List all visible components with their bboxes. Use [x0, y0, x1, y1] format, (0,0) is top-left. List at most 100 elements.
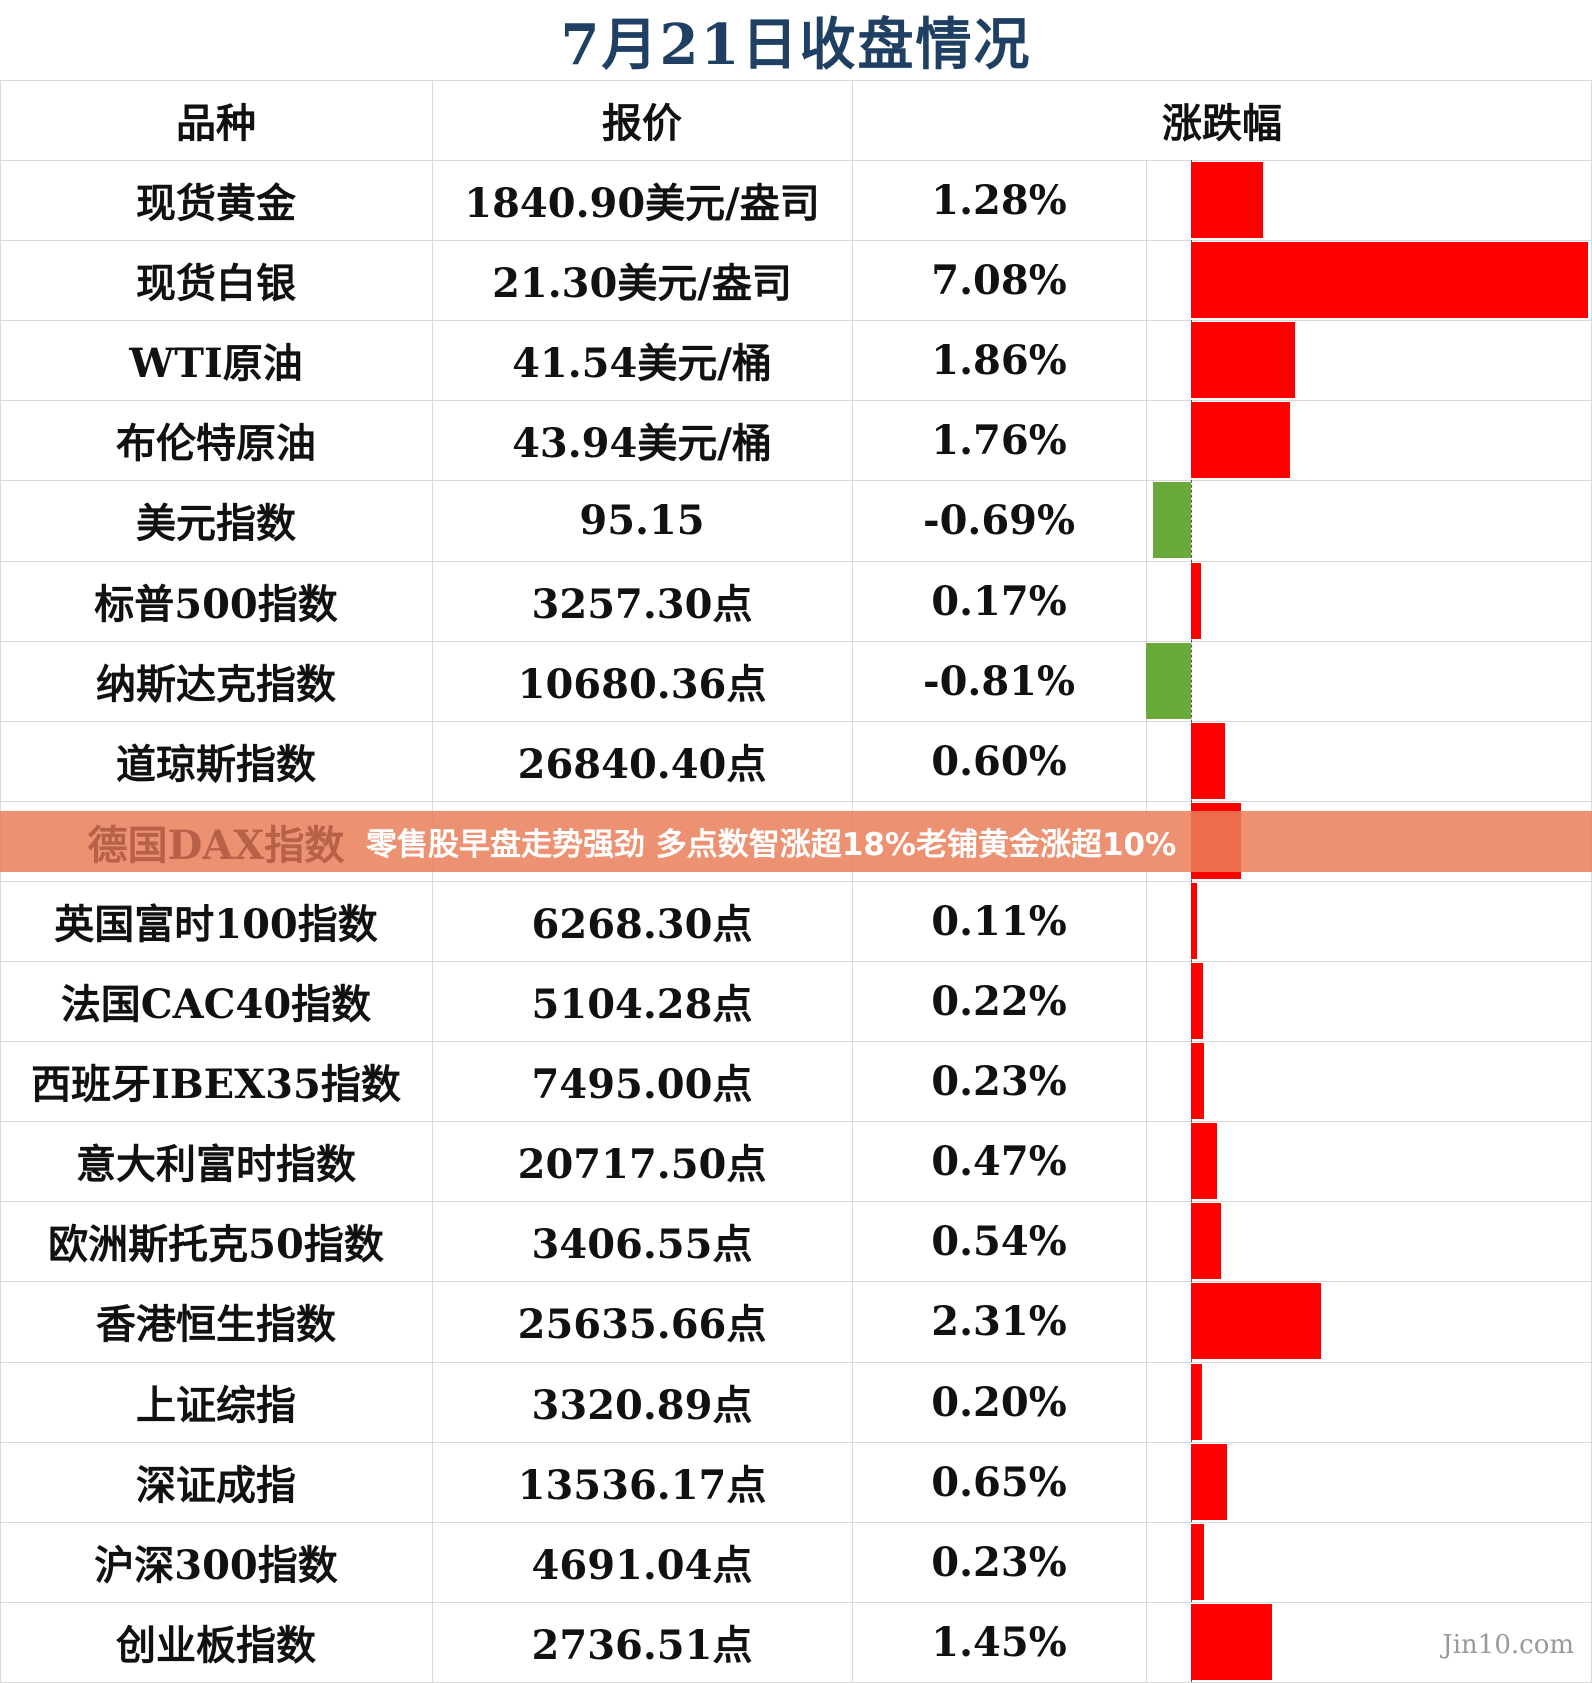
row-divider [0, 1602, 1592, 1603]
row-name: 创业板指数 [116, 1622, 316, 1669]
row-price: 2736.51点 [531, 1622, 753, 1669]
row-change-label: 0.23% [931, 1057, 1067, 1105]
change-bar-up [1191, 563, 1201, 639]
row-divider [0, 80, 1592, 81]
row-change-label: 1.76% [931, 416, 1067, 464]
change-bar-up [1191, 1043, 1204, 1119]
row-price: 10680.36点 [517, 661, 767, 708]
column-divider [0, 80, 1, 1682]
row-change-label: 1.86% [931, 336, 1067, 384]
change-bar-down [1146, 643, 1191, 719]
row-price: 95.15 [579, 496, 705, 544]
row-change-label: -0.81% [922, 657, 1076, 705]
row-change-label: 1.45% [931, 1618, 1067, 1666]
row-divider [0, 1522, 1592, 1523]
row-name: 现货白银 [136, 260, 296, 307]
row-name: 美元指数 [136, 500, 296, 547]
change-bar-up [1191, 242, 1588, 318]
row-price: 13536.17点 [517, 1462, 767, 1509]
change-bar-up [1191, 1444, 1228, 1520]
row-change-label: 0.47% [931, 1137, 1067, 1185]
row-price: 25635.66点 [517, 1301, 767, 1348]
change-bar-up [1191, 723, 1225, 799]
row-name: 欧洲斯托克50指数 [48, 1221, 384, 1268]
row-name: 道琼斯指数 [116, 741, 316, 788]
row-change-label: 0.22% [931, 977, 1067, 1025]
row-divider [0, 881, 1592, 882]
banner-headline[interactable]: 零售股早盘走势强劲 多点数智涨超18%老铺黄金涨超10% [366, 827, 1177, 863]
header-price: 报价 [602, 100, 682, 147]
row-price: 43.94美元/桶 [512, 420, 772, 467]
row-name: 沪深300指数 [94, 1542, 338, 1589]
row-price: 7495.00点 [531, 1061, 753, 1108]
row-divider [0, 320, 1592, 321]
change-bar-up [1191, 963, 1204, 1039]
change-bar-up [1191, 883, 1198, 959]
row-change-label: 0.17% [931, 577, 1067, 625]
row-divider [0, 801, 1592, 802]
row-change-label: 0.23% [931, 1538, 1067, 1586]
row-change-label: 2.31% [931, 1297, 1067, 1345]
change-bar-down [1152, 482, 1191, 558]
row-price: 4691.04点 [531, 1542, 753, 1589]
row-divider [0, 1201, 1592, 1202]
row-change-label: 0.65% [931, 1458, 1067, 1506]
row-name: 法国CAC40指数 [60, 981, 372, 1028]
row-change-label: 0.60% [931, 737, 1067, 785]
change-bar-up [1191, 1604, 1273, 1680]
row-price: 1840.90美元/盎司 [464, 180, 820, 227]
row-change-label: 0.20% [931, 1378, 1067, 1426]
change-bar-up [1191, 1364, 1203, 1440]
row-name: WTI原油 [129, 340, 303, 387]
chart-title: 7月21日收盘情况 [560, 11, 1032, 78]
change-bar-up [1191, 1283, 1321, 1359]
row-name: 标普500指数 [94, 581, 338, 628]
row-divider [0, 1281, 1592, 1282]
row-name: 现货黄金 [136, 180, 296, 227]
change-bar-up [1191, 1123, 1218, 1199]
watermark: Jin10.com [1442, 1630, 1574, 1660]
column-divider [432, 80, 433, 1682]
row-name: 布伦特原油 [116, 420, 316, 467]
news-banner[interactable]: 德国DAX指数 零售股早盘走势强劲 多点数智涨超18%老铺黄金涨超10% [0, 811, 1592, 872]
row-price: 26840.40点 [517, 741, 767, 788]
row-change-label: 1.28% [931, 176, 1067, 224]
row-name: 深证成指 [136, 1462, 296, 1509]
row-divider [0, 561, 1592, 562]
row-price: 41.54美元/桶 [512, 340, 772, 387]
header-change: 涨跌幅 [1162, 100, 1282, 147]
banner-covered-label: 德国DAX指数 [87, 821, 345, 869]
row-divider [0, 1442, 1592, 1443]
row-name: 上证综指 [136, 1382, 296, 1429]
row-name: 英国富时100指数 [54, 901, 378, 948]
row-divider [0, 480, 1592, 481]
row-divider [0, 1041, 1592, 1042]
row-name: 香港恒生指数 [96, 1301, 336, 1348]
row-change-label: 0.11% [931, 897, 1067, 945]
column-divider [1146, 160, 1147, 1682]
row-price: 6268.30点 [531, 901, 753, 948]
row-name: 纳斯达克指数 [96, 661, 336, 708]
row-divider [0, 400, 1592, 401]
change-bar-up [1191, 1203, 1222, 1279]
column-divider [852, 80, 853, 1682]
row-price: 5104.28点 [531, 981, 753, 1028]
change-bar-up [1191, 322, 1296, 398]
row-name: 西班牙IBEX35指数 [31, 1061, 401, 1108]
row-divider [0, 721, 1592, 722]
row-change-label: 7.08% [931, 256, 1067, 304]
change-bar-up [1191, 402, 1290, 478]
header-name: 品种 [176, 100, 256, 147]
row-divider [0, 961, 1592, 962]
row-price: 3320.89点 [531, 1382, 753, 1429]
row-price: 20717.50点 [517, 1141, 767, 1188]
row-price: 21.30美元/盎司 [492, 260, 792, 307]
row-change-label: -0.69% [922, 496, 1076, 544]
row-price: 3257.30点 [531, 581, 753, 628]
row-name: 意大利富时指数 [76, 1141, 356, 1188]
row-change-label: 0.54% [931, 1217, 1067, 1265]
row-divider [0, 641, 1592, 642]
change-bar-up [1191, 1524, 1204, 1600]
row-divider [0, 1362, 1592, 1363]
